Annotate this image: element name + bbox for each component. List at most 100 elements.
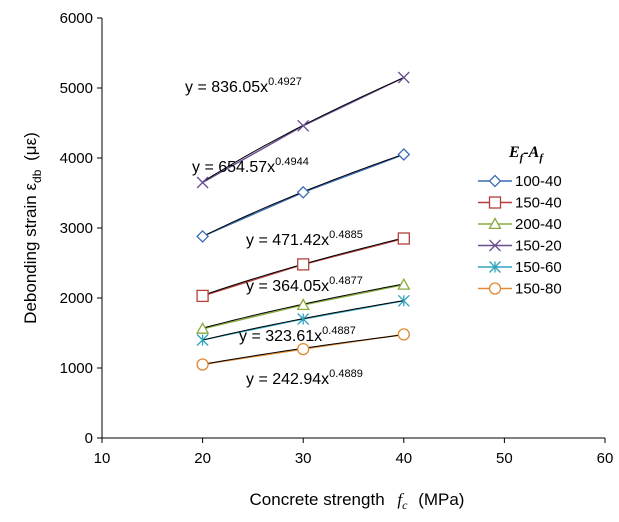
diamond-marker-shape: [196, 229, 210, 243]
series-150-60-point: [196, 334, 209, 346]
x-tick-label: 20: [194, 450, 211, 467]
series-150-60-point: [397, 294, 410, 307]
series-150-80-point: [397, 328, 410, 341]
legend-marker: [488, 217, 502, 230]
legend-marker: [488, 196, 502, 209]
square-marker-shape: [196, 289, 209, 303]
series-200-40-point: [397, 277, 411, 290]
legend-title-e: E: [508, 144, 520, 161]
square-marker-shape: [397, 232, 410, 245]
diamond-marker-shape: [296, 185, 310, 199]
equation-150-80: y = 242.94x0.4889: [246, 368, 363, 388]
legend-title-a: A: [528, 144, 540, 161]
series-150-40-point: [196, 289, 209, 303]
legend-entry-100-40: 100-40: [478, 173, 562, 190]
legend-marker: [488, 174, 502, 188]
legend-title-e-sub: f: [520, 152, 525, 164]
y-tick-label: 2000: [60, 290, 93, 307]
equation-150-60: y = 323.61x0.4887: [239, 325, 356, 345]
legend-marker: [489, 261, 501, 273]
x-marker-stroke: [489, 239, 501, 252]
legend-label: 200-40: [515, 216, 562, 233]
triangle-marker-shape: [195, 321, 210, 334]
triangle-marker-shape: [488, 217, 502, 230]
equation-base: y = 654.57x: [192, 159, 275, 176]
series-150-80-point: [196, 358, 209, 371]
equation-base: y = 471.42x: [246, 232, 329, 249]
x-axis-title: Concrete strength fc (MPa): [250, 490, 465, 513]
x-tick-label: 60: [597, 450, 614, 467]
legend-label: 150-20: [515, 238, 562, 255]
x-tick-label: 50: [496, 450, 513, 467]
legend-title: Ef-Af: [508, 144, 544, 164]
equation-exponent: 0.4944: [275, 156, 309, 168]
legend: Ef-Af 100-40 150-40 200-40 150-20 150-60 150-…: [478, 144, 562, 298]
series-200-40-point: [296, 298, 310, 311]
y-tick-label: 1000: [60, 360, 93, 377]
triangle-marker-shape: [296, 298, 310, 311]
y-axis-title-unit: (με): [21, 132, 40, 161]
series-200-40-point: [195, 321, 210, 334]
x-axis-title-unit: (MPa): [418, 490, 464, 509]
y-axis-title-main: Debonding strain ε: [21, 183, 40, 324]
equation-150-20: y = 836.05x0.4927: [185, 76, 302, 96]
y-axis-title: Debonding strain εdb (με): [21, 132, 45, 324]
square-marker-shape: [488, 196, 502, 209]
circle-marker-shape: [196, 358, 209, 371]
y-tick-label: 3000: [60, 220, 93, 237]
equation-base: y = 242.94x: [246, 371, 329, 388]
circle-marker-shape: [397, 328, 410, 341]
legend-label: 150-60: [515, 259, 562, 276]
x-axis-title-symbol: f: [397, 490, 404, 509]
legend-entry-150-20: 150-20: [478, 238, 562, 255]
series-150-20-point: [397, 71, 410, 84]
y-tick-label: 4000: [60, 150, 93, 167]
x-tick-label: 10: [94, 450, 111, 467]
y-tick-label: 5000: [60, 80, 93, 97]
series-150-20-point: [196, 176, 209, 189]
legend-label: 150-40: [515, 195, 562, 212]
x-tick-label: 40: [395, 450, 412, 467]
series-100-40-point: [397, 148, 411, 161]
equation-base: y = 323.61x: [239, 328, 322, 345]
equation-exponent: 0.4887: [322, 325, 356, 337]
legend-title-a-sub: f: [539, 152, 544, 164]
y-tick-label: 0: [85, 430, 93, 447]
circle-marker-shape: [488, 282, 502, 295]
equation-100-40: y = 654.57x0.4944: [192, 156, 309, 176]
axes: 0 1000 2000 3000 4000 5000 6000 10 20 30 40 50 60: [60, 10, 614, 467]
x-axis-title-main: Concrete strength: [250, 490, 385, 509]
series-150-40-point: [297, 258, 310, 271]
x-marker-stroke: [297, 119, 310, 132]
series-150-60-point: [297, 313, 310, 325]
series-100-40-point: [196, 229, 210, 243]
series-150-20-point: [297, 119, 310, 132]
x-tick-label: 30: [295, 450, 312, 467]
equation-exponent: 0.4885: [329, 229, 363, 241]
square-marker-shape: [297, 258, 310, 271]
equation-exponent: 0.4877: [329, 275, 363, 287]
trend-equations: y = 654.57x0.4944 y = 471.42x0.4885 y = 36…: [185, 76, 363, 388]
data-markers: [195, 71, 411, 371]
series-100-40-point: [296, 185, 310, 199]
equation-base: y = 836.05x: [185, 79, 268, 96]
legend-marker: [488, 282, 502, 295]
equation-200-40: y = 364.05x0.4877: [246, 275, 363, 295]
legend-marker: [489, 239, 501, 252]
legend-title-dash: -: [523, 144, 528, 161]
diamond-marker-shape: [397, 148, 411, 161]
legend-label: 150-80: [515, 281, 562, 298]
x-marker-stroke: [196, 176, 209, 189]
legend-entry-150-60: 150-60: [478, 259, 562, 276]
y-axis-title-sub: db: [30, 169, 44, 183]
diamond-marker-shape: [488, 174, 502, 188]
x-marker-stroke: [397, 71, 410, 84]
x-axis-title-symbol-sub: c: [402, 498, 408, 512]
equation-base: y = 364.05x: [246, 278, 329, 295]
triangle-marker-shape: [397, 277, 411, 290]
equation-exponent: 0.4889: [329, 368, 363, 380]
legend-entry-200-40: 200-40: [478, 216, 562, 233]
y-tick-label: 6000: [60, 10, 93, 27]
series-150-40-point: [397, 232, 410, 245]
